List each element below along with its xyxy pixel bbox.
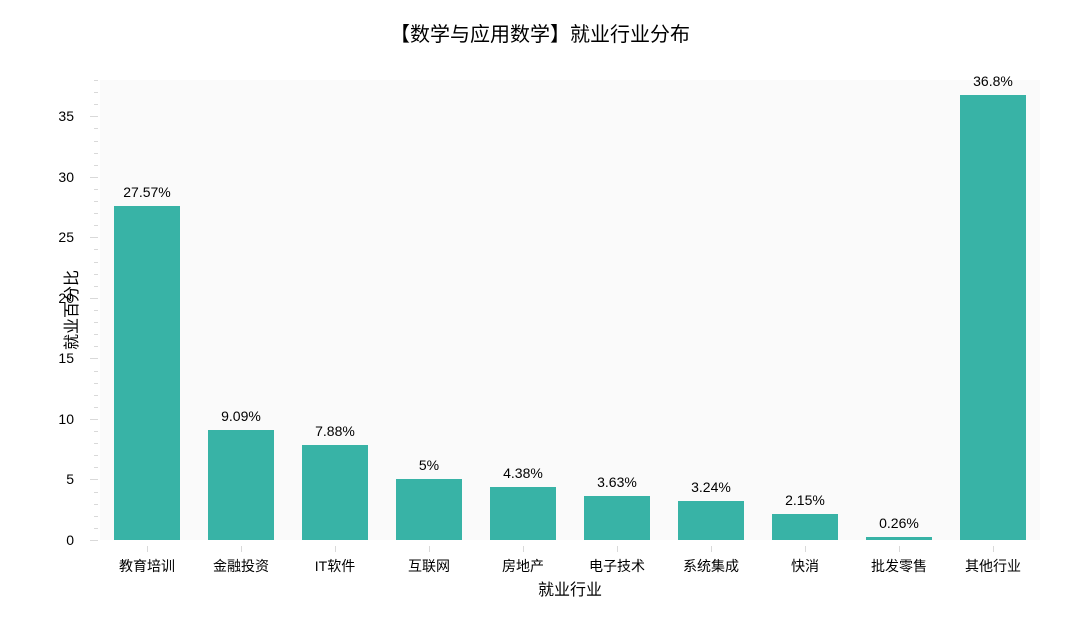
bar-value-label: 5% bbox=[419, 457, 439, 473]
y-tick bbox=[90, 358, 98, 359]
y-minor-tick bbox=[94, 274, 98, 275]
x-tick-label: 电子技术 bbox=[589, 556, 645, 576]
bar-value-label: 9.09% bbox=[221, 408, 261, 424]
bar: 7.88% bbox=[302, 445, 368, 540]
y-minor-tick bbox=[94, 225, 98, 226]
x-tick-label: IT软件 bbox=[315, 556, 355, 576]
y-minor-tick bbox=[94, 92, 98, 93]
y-tick bbox=[90, 116, 98, 117]
x-axis-label: 就业行业 bbox=[100, 576, 1040, 600]
y-minor-tick bbox=[94, 395, 98, 396]
chart-plot-area: 05101520253035 就业百分比 27.57%9.09%7.88%5%4… bbox=[100, 80, 1040, 540]
y-minor-tick bbox=[94, 189, 98, 190]
x-tick-label: 教育培训 bbox=[119, 556, 175, 576]
x-tick-mark bbox=[523, 546, 524, 552]
bar-value-label: 27.57% bbox=[123, 184, 170, 200]
bar: 3.63% bbox=[584, 496, 650, 540]
x-tick-mark bbox=[429, 546, 430, 552]
bar: 0.26% bbox=[866, 537, 932, 540]
bar-value-label: 7.88% bbox=[315, 423, 355, 439]
y-minor-tick bbox=[94, 516, 98, 517]
y-minor-tick bbox=[94, 383, 98, 384]
x-tick-label: 房地产 bbox=[502, 556, 544, 576]
y-tick-label: 30 bbox=[58, 169, 74, 185]
bar: 5% bbox=[396, 479, 462, 540]
y-tick bbox=[90, 177, 98, 178]
y-minor-tick bbox=[94, 346, 98, 347]
bar: 2.15% bbox=[772, 514, 838, 540]
x-tick-mark bbox=[147, 546, 148, 552]
y-tick-label: 10 bbox=[58, 411, 74, 427]
y-tick-label: 15 bbox=[58, 350, 74, 366]
y-minor-tick bbox=[94, 201, 98, 202]
x-tick-mark bbox=[241, 546, 242, 552]
x-tick-mark bbox=[899, 546, 900, 552]
y-minor-tick bbox=[94, 141, 98, 142]
x-tick-label: 批发零售 bbox=[871, 556, 927, 576]
y-minor-tick bbox=[94, 213, 98, 214]
y-minor-tick bbox=[94, 431, 98, 432]
y-minor-tick bbox=[94, 310, 98, 311]
y-minor-tick bbox=[94, 153, 98, 154]
y-minor-tick bbox=[94, 528, 98, 529]
chart-container: 【数学与应用数学】就业行业分布 05101520253035 就业百分比 27.… bbox=[0, 0, 1080, 640]
y-tick bbox=[90, 540, 98, 541]
y-tick-label: 25 bbox=[58, 229, 74, 245]
y-minor-tick bbox=[94, 455, 98, 456]
y-minor-tick bbox=[94, 407, 98, 408]
bar-value-label: 3.24% bbox=[691, 479, 731, 495]
y-minor-tick bbox=[94, 249, 98, 250]
bar-value-label: 36.8% bbox=[973, 73, 1013, 89]
y-minor-tick bbox=[94, 504, 98, 505]
x-tick-label: 互联网 bbox=[408, 556, 450, 576]
x-tick-label: 金融投资 bbox=[213, 556, 269, 576]
y-minor-tick bbox=[94, 371, 98, 372]
bar: 9.09% bbox=[208, 430, 274, 540]
y-minor-tick bbox=[94, 467, 98, 468]
x-tick-label: 其他行业 bbox=[965, 556, 1021, 576]
y-minor-tick bbox=[94, 286, 98, 287]
y-tick bbox=[90, 479, 98, 480]
bar-value-label: 4.38% bbox=[503, 465, 543, 481]
bar: 27.57% bbox=[114, 206, 180, 540]
bar: 4.38% bbox=[490, 487, 556, 540]
chart-title: 【数学与应用数学】就业行业分布 bbox=[0, 18, 1080, 47]
y-tick-label: 35 bbox=[58, 108, 74, 124]
y-tick-label: 5 bbox=[66, 471, 74, 487]
bar-value-label: 2.15% bbox=[785, 492, 825, 508]
y-minor-tick bbox=[94, 443, 98, 444]
y-tick bbox=[90, 237, 98, 238]
y-minor-tick bbox=[94, 322, 98, 323]
x-tick-mark bbox=[711, 546, 712, 552]
bar: 36.8% bbox=[960, 95, 1026, 540]
bar-value-label: 0.26% bbox=[879, 515, 919, 531]
x-tick-mark bbox=[993, 546, 994, 552]
bar-value-label: 3.63% bbox=[597, 474, 637, 490]
y-minor-tick bbox=[94, 334, 98, 335]
y-tick bbox=[90, 298, 98, 299]
x-tick-label: 系统集成 bbox=[683, 556, 739, 576]
y-minor-tick bbox=[94, 492, 98, 493]
x-tick-mark bbox=[335, 546, 336, 552]
y-minor-tick bbox=[94, 262, 98, 263]
x-tick-mark bbox=[617, 546, 618, 552]
y-minor-tick bbox=[94, 128, 98, 129]
x-tick-label: 快消 bbox=[791, 556, 819, 576]
y-axis-label: 就业百分比 bbox=[58, 270, 82, 350]
y-tick bbox=[90, 419, 98, 420]
y-minor-tick bbox=[94, 104, 98, 105]
y-tick-label: 0 bbox=[66, 532, 74, 548]
y-minor-tick bbox=[94, 165, 98, 166]
bar: 3.24% bbox=[678, 501, 744, 540]
y-minor-tick bbox=[94, 80, 98, 81]
x-tick-mark bbox=[805, 546, 806, 552]
